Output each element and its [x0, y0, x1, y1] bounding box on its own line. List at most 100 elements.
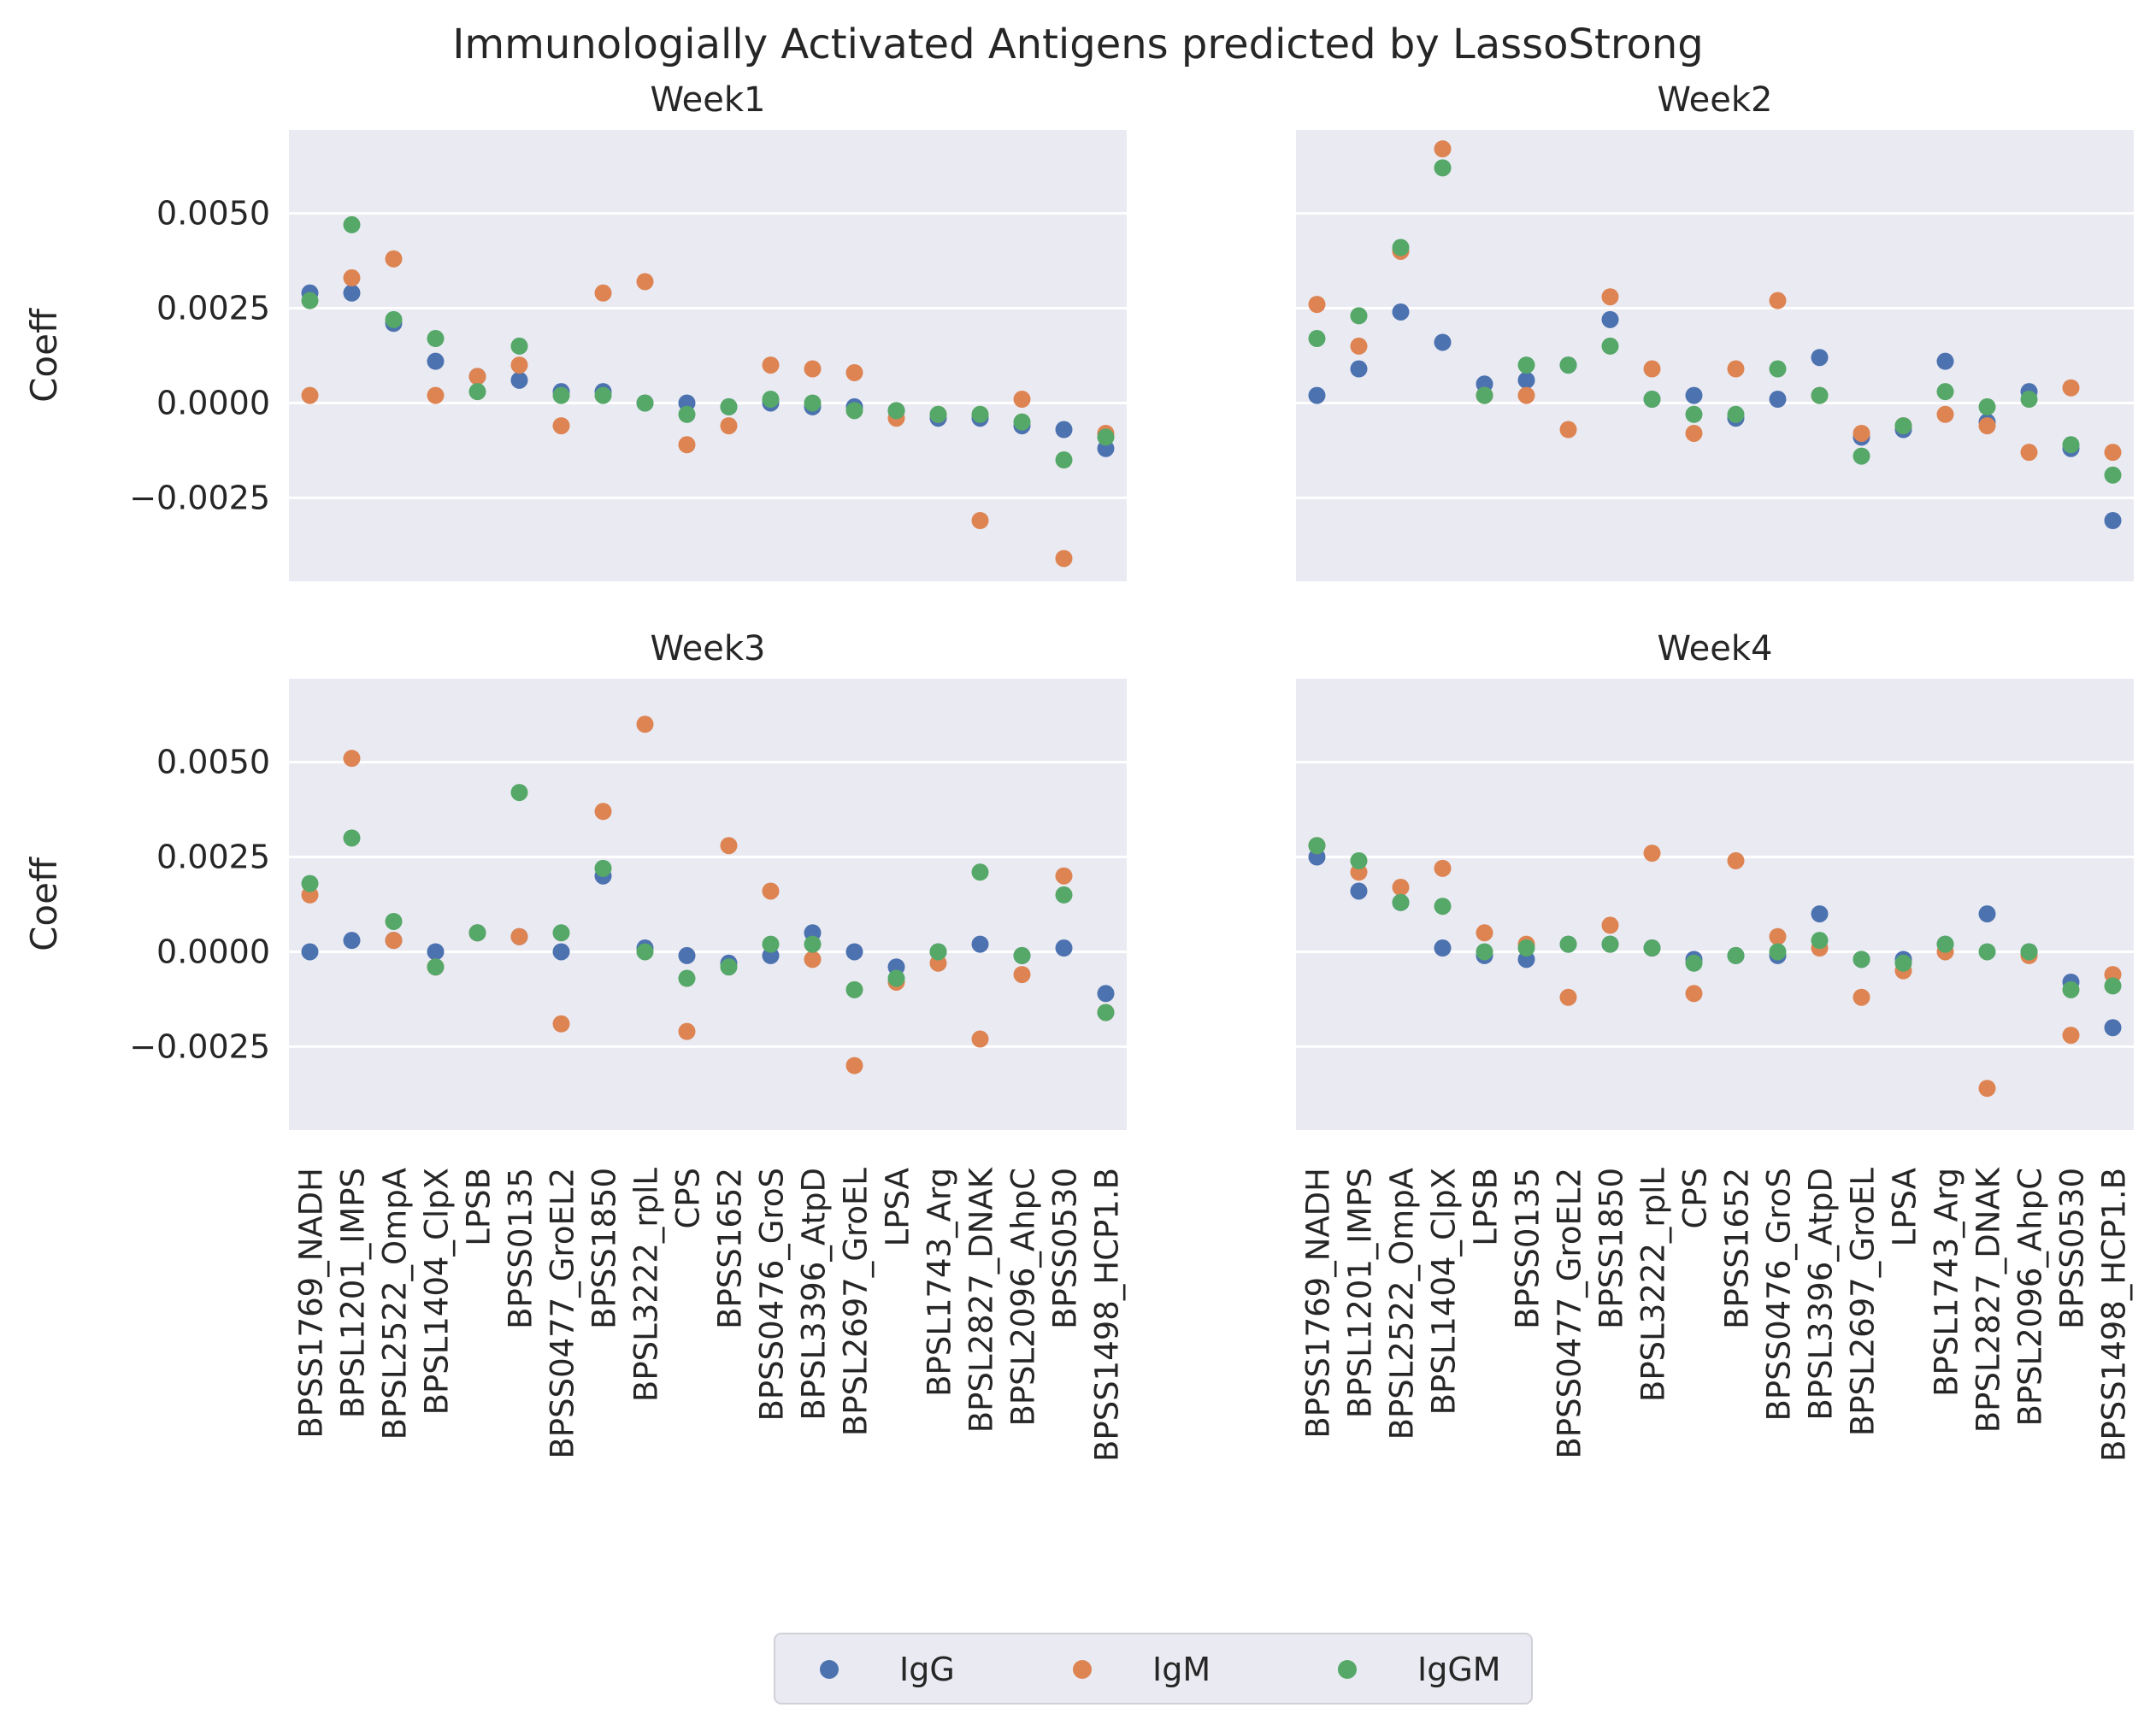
x-tick-label: BPSL1404_ClpX [1426, 1168, 1463, 1415]
x-tick-label: BPSS1769_NADH [1300, 1168, 1337, 1439]
data-point-iggm [1517, 356, 1535, 374]
data-point-igm [1013, 391, 1031, 409]
x-tick-label: BPSS1652 [1719, 1168, 1756, 1329]
panel-week1: 0.0050 0.0025 0.0000 −0.0025 Coeff Week1 [23, 80, 1127, 581]
data-point-iggm [2020, 391, 2038, 409]
data-point-iggm [804, 935, 822, 953]
data-point-iggm [678, 969, 696, 987]
x-tick-label: BPSL1201_IMPS [1342, 1168, 1379, 1418]
data-point-igm [343, 269, 361, 287]
series-iggm [1308, 159, 2122, 484]
data-point-iggm [2104, 977, 2122, 995]
data-point-iggm [1769, 943, 1787, 961]
data-point-igm [1055, 550, 1073, 568]
x-tick-label: BPSS0530 [2054, 1168, 2091, 1329]
x-tick-label: BPSL3396_AtpD [1803, 1168, 1840, 1421]
x-tick-label: CPS [1677, 1168, 1714, 1229]
data-point-igm [845, 1057, 863, 1074]
data-point-iggm [845, 402, 863, 420]
plot-area [289, 679, 1127, 1130]
data-point-iggm [1853, 447, 1870, 465]
panel-week2: Week2 [1296, 80, 2134, 581]
data-point-iggm [1517, 939, 1535, 957]
x-tick-label: BPSS0135 [1510, 1168, 1546, 1329]
data-point-iggm [1685, 405, 1703, 423]
y-tick-label: −0.0025 [129, 1027, 270, 1065]
data-point-igm [552, 1015, 570, 1033]
data-point-iggm [1894, 417, 1912, 435]
data-point-igm [301, 386, 319, 404]
x-tick-label: CPS [670, 1168, 707, 1229]
x-tick-label: BPSS0477_GroEL2 [1552, 1168, 1588, 1459]
data-point-iggm [1013, 946, 1031, 964]
x-tick-label: BPSL2697_GroEL [838, 1168, 875, 1437]
data-point-igm [762, 882, 780, 900]
data-point-iggm [887, 402, 905, 420]
data-point-igg [2104, 512, 2122, 530]
data-point-iggm [1601, 337, 1619, 355]
data-point-igm [636, 715, 654, 733]
y-axis-label: Coeff [23, 308, 65, 403]
data-point-iggm [636, 943, 654, 961]
data-point-igm [845, 363, 863, 381]
data-point-igm [1013, 966, 1031, 984]
data-point-iggm [1055, 451, 1073, 469]
data-point-iggm [1811, 386, 1829, 404]
data-point-igm [1685, 985, 1703, 1003]
data-point-igg [1811, 349, 1829, 367]
x-tick-label: BPSS0530 [1047, 1168, 1084, 1329]
x-tick-label: BPSS1498_HCP1.B [1089, 1168, 1126, 1462]
data-point-iggm [301, 874, 319, 892]
data-point-iggm [887, 969, 905, 987]
data-point-igm [804, 360, 822, 378]
data-point-iggm [929, 405, 947, 423]
x-tick-label: BPSS1850 [1593, 1168, 1630, 1329]
data-point-igg [1978, 905, 1996, 923]
data-point-igg [1601, 310, 1619, 328]
series-iggm [1308, 837, 2122, 998]
x-tick-label: BPSL2522_OmpA [377, 1168, 414, 1439]
legend-label: IgGM [1417, 1651, 1501, 1688]
data-point-iggm [1894, 954, 1912, 972]
data-point-igg [552, 943, 570, 961]
data-point-igg [2104, 1019, 2122, 1037]
x-tick-label: BPSL3222_rplL [628, 1168, 665, 1402]
data-point-igm [343, 750, 361, 768]
x-tick-label: BPSL2096_AhpC [2012, 1168, 2049, 1427]
data-point-iggm [1434, 898, 1452, 915]
y-tick-label: 0.0025 [156, 839, 270, 876]
x-tick-label: BPSS1498_HCP1.B [2096, 1168, 2133, 1462]
x-tick-label: BPSL1743_Arg [1929, 1168, 1965, 1397]
data-point-igm [552, 417, 570, 435]
data-point-igm [510, 927, 528, 945]
data-point-iggm [385, 912, 403, 930]
data-point-igg [343, 284, 361, 302]
data-point-iggm [1643, 391, 1661, 409]
data-point-iggm [594, 859, 612, 877]
data-point-igm [1392, 879, 1410, 897]
data-point-igm [1559, 421, 1577, 439]
panel-week4: Week4 BPSS1769_NADH BPSL1201_IMPS BPSL2522_… [1296, 629, 2134, 1462]
data-point-igm [971, 512, 989, 530]
data-point-igm [1476, 924, 1493, 942]
data-point-igm [678, 1022, 696, 1040]
data-point-igg [1055, 421, 1073, 439]
data-point-iggm [1936, 935, 1954, 953]
x-tick-label: BPSS1769_NADH [293, 1168, 330, 1439]
data-point-igm [1727, 851, 1745, 869]
data-point-igg [1308, 386, 1326, 404]
x-tick-label: LPSA [1887, 1168, 1923, 1246]
data-point-iggm [1601, 935, 1619, 953]
data-point-iggm [929, 943, 947, 961]
data-point-iggm [427, 958, 445, 976]
x-tick-label: BPSL1201_IMPS [335, 1168, 372, 1418]
data-point-iggm [1727, 946, 1745, 964]
data-point-igm [427, 386, 445, 404]
data-point-igm [1350, 337, 1368, 355]
legend-box [774, 1633, 1533, 1704]
legend-entry-igg: IgG [820, 1651, 955, 1688]
y-axis-label: Coeff [23, 857, 65, 951]
data-point-igm [1601, 288, 1619, 306]
data-point-igg [1434, 939, 1452, 957]
data-point-iggm [510, 784, 528, 802]
